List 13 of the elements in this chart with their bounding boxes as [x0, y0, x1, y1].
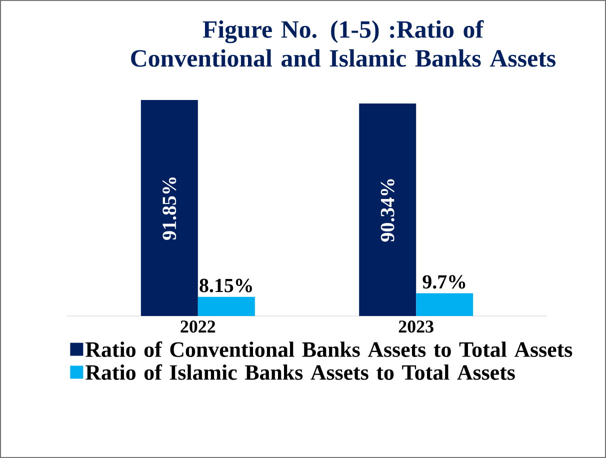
bar	[198, 296, 255, 316]
chart-title: Figure No. (1-5) :Ratio of Conventional and Islamic Banks Assets	[131, 20, 556, 67]
x-tick-label: 2022	[180, 320, 216, 333]
data-label: 91.85%	[162, 177, 176, 240]
bar	[140, 100, 198, 316]
data-label: 9.7%	[422, 275, 466, 289]
bar	[416, 293, 474, 316]
x-tick-label: 2023	[398, 320, 434, 333]
legend-label: Ratio of Conventional Banks Assets to Total Assets	[86, 341, 572, 357]
bar	[359, 104, 416, 316]
legend-label: Ratio of Islamic Banks Assets to Total Assets	[86, 364, 515, 380]
data-label: 8.15%	[200, 278, 252, 292]
data-label: 90.34%	[380, 179, 394, 242]
